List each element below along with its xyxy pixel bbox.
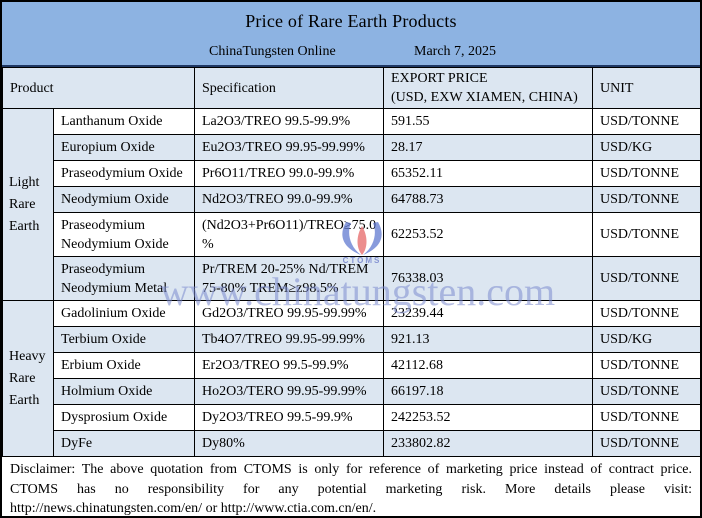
unit-cell: USD/TONNE <box>592 212 700 257</box>
unit-cell: USD/TONNE <box>592 378 700 405</box>
product-cell: Erbium Oxide <box>53 352 195 379</box>
table-row: Praseodymium Neodymium Oxide (Nd2O3+Pr6O… <box>3 212 700 257</box>
table-header-row: Product Specification EXPORT PRICE (USD,… <box>2 67 700 109</box>
unit-cell: USD/KG <box>592 134 700 161</box>
disclaimer-text: Disclaimer: The above quotation from CTO… <box>10 462 692 497</box>
disclaimer: Disclaimer: The above quotation from CTO… <box>2 457 700 516</box>
spec-cell: Eu2O3/TREO 99.95-99.99% <box>194 134 384 161</box>
spec-cell: Dy2O3/TREO 99.5-99.9% <box>194 404 384 431</box>
unit-cell: USD/TONNE <box>592 430 700 457</box>
product-cell: Terbium Oxide <box>53 326 195 353</box>
col-header-export-price: EXPORT PRICE (USD, EXW XIAMEN, CHINA) <box>383 67 593 109</box>
news-chinatungsten-link[interactable]: http://news.chinatungsten.com/en/ <box>10 501 203 516</box>
table-row: Europium Oxide Eu2O3/TREO 99.95-99.99% 2… <box>3 134 700 161</box>
product-cell: Praseodymium Oxide <box>53 160 195 187</box>
spec-cell: (Nd2O3+Pr6O11)/TREO≥75.0 % <box>194 212 384 257</box>
unit-cell: USD/TONNE <box>592 352 700 379</box>
ctia-link[interactable]: http://www.ctia.com.cn/en/ <box>220 501 373 516</box>
table-row: Light Rare Earth Lanthanum Oxide La2O3/T… <box>2 108 700 301</box>
col-header-product: Product <box>2 67 195 109</box>
col-header-specification: Specification <box>194 67 384 109</box>
spec-cell: Nd2O3/TREO 99.0-99.9% <box>194 186 384 213</box>
table-row: DyFe Dy80% 233802.82 USD/TONNE <box>3 430 700 457</box>
unit-cell: USD/TONNE <box>592 160 700 187</box>
price-cell: 66197.18 <box>383 378 593 405</box>
group-cell-heavy-rare-earth: Heavy Rare Earth <box>2 300 54 457</box>
table-row: Praseodymium Oxide Pr6O11/TREO 99.0-99.9… <box>3 160 700 187</box>
source-name: ChinaTungsten Online <box>209 44 336 59</box>
product-cell: Holmium Oxide <box>53 378 195 405</box>
price-cell: 242253.52 <box>383 404 593 431</box>
table-row: Praseodymium Neodymium Metal Pr/TREM 20-… <box>3 256 700 301</box>
col-header-unit: UNIT <box>592 67 700 109</box>
price-cell: 62253.52 <box>383 212 593 257</box>
table-row: Neodymium Oxide Nd2O3/TREO 99.0-99.9% 64… <box>3 186 700 213</box>
price-cell: 921.13 <box>383 326 593 353</box>
disclaimer-separator: or <box>202 501 221 516</box>
table-row: Terbium Oxide Tb4O7/TREO 99.95-99.99% 92… <box>3 326 700 353</box>
price-cell: 76338.03 <box>383 256 593 301</box>
disclaimer-end: . <box>372 501 377 516</box>
product-cell: Gadolinium Oxide <box>53 300 195 327</box>
spec-cell: Pr6O11/TREO 99.0-99.9% <box>194 160 384 187</box>
spec-cell: Ho2O3/TERO 99.95-99.99% <box>194 378 384 405</box>
spec-cell: Gd2O3/TREO 99.95-99.99% <box>194 300 384 327</box>
table-row: Dysprosium Oxide Dy2O3/TREO 99.5-99.9% 2… <box>3 404 700 431</box>
unit-cell: USD/TONNE <box>592 404 700 431</box>
table-row: Holmium Oxide Ho2O3/TERO 99.95-99.99% 66… <box>3 378 700 405</box>
product-cell: Neodymium Oxide <box>53 186 195 213</box>
price-cell: 28.17 <box>383 134 593 161</box>
spec-cell: Tb4O7/TREO 99.95-99.99% <box>194 326 384 353</box>
spec-cell: La2O3/TREO 99.5-99.9% <box>194 108 384 135</box>
price-table: Product Specification EXPORT PRICE (USD,… <box>2 67 700 457</box>
unit-cell: USD/TONNE <box>592 300 700 327</box>
banner: Price of Rare Earth Products ChinaTungst… <box>2 2 700 67</box>
price-cell: 64788.73 <box>383 186 593 213</box>
unit-cell: USD/KG <box>592 326 700 353</box>
spec-cell: Pr/TREM 20-25% Nd/TREM 75-80% TREM≥z98.5… <box>194 256 384 301</box>
product-cell: Praseodymium Neodymium Metal <box>53 256 195 301</box>
group-cell-light-rare-earth: Light Rare Earth <box>2 108 54 301</box>
table-row: Erbium Oxide Er2O3/TREO 99.5-99.9% 42112… <box>3 352 700 379</box>
product-cell: Dysprosium Oxide <box>53 404 195 431</box>
unit-cell: USD/TONNE <box>592 108 700 135</box>
price-cell: 591.55 <box>383 108 593 135</box>
page-title: Price of Rare Earth Products <box>245 11 457 31</box>
unit-cell: USD/TONNE <box>592 186 700 213</box>
spec-cell: Dy80% <box>194 430 384 457</box>
product-cell: Praseodymium Neodymium Oxide <box>53 212 195 257</box>
product-cell: Lanthanum Oxide <box>53 108 195 135</box>
price-cell: 42112.68 <box>383 352 593 379</box>
price-cell: 65352.11 <box>383 160 593 187</box>
price-cell: 23239.44 <box>383 300 593 327</box>
product-cell: Europium Oxide <box>53 134 195 161</box>
report-date: March 7, 2025 <box>414 44 497 59</box>
spec-cell: Er2O3/TREO 99.5-99.9% <box>194 352 384 379</box>
table-row: Heavy Rare Earth Gadolinium Oxide Gd2O3/… <box>2 300 700 457</box>
price-cell: 233802.82 <box>383 430 593 457</box>
product-cell: DyFe <box>53 430 195 457</box>
unit-cell: USD/TONNE <box>592 256 700 301</box>
